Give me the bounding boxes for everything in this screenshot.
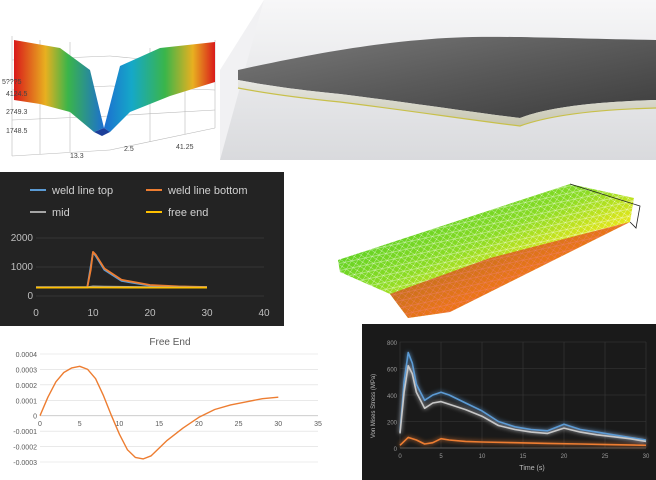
render-cutout	[220, 0, 264, 70]
x-tick-label: 5	[439, 454, 443, 460]
x-tick-3: 41.25	[176, 144, 194, 151]
mesh-outline	[569, 183, 641, 229]
stress-ticks: 800 600 400 200 00 5 10 15 20 25 30	[387, 341, 650, 460]
x-axis-label: Time (s)	[519, 465, 544, 472]
x-tick-label: 10	[87, 308, 99, 319]
surface-plot-svg: 5???5 4124.5 2749.3 1748.5 13.3 2.5 41.2…	[2, 36, 216, 160]
y-tick-label: 0	[27, 291, 33, 302]
free-grid	[40, 353, 318, 463]
y-tick-label: -0.0003	[13, 460, 37, 467]
z-tick-4: 1748.5	[6, 128, 28, 135]
legend-label: weld line top	[51, 185, 113, 197]
z-tick-3: 2749.3	[6, 109, 28, 116]
x-tick-label: 5	[78, 421, 82, 428]
y-tick-label: 0.0004	[16, 352, 38, 359]
plate-top-surface	[238, 36, 656, 118]
series-line-3	[399, 436, 647, 447]
x-tick-label: 0	[38, 421, 42, 428]
y-tick-label: -0.0001	[13, 429, 37, 436]
surface-plot: 5???5 4124.5 2749.3 1748.5 13.3 2.5 41.2…	[0, 0, 232, 160]
series-line-1	[36, 251, 208, 289]
x-tick-label: 35	[314, 421, 322, 428]
surface-right-slope	[104, 42, 215, 132]
x-tick-2: 2.5	[124, 146, 134, 153]
legend-label: mid	[52, 207, 70, 219]
x-tick-label: 0	[398, 454, 402, 460]
y-tick-label: 600	[387, 368, 398, 374]
mesh-red-zone	[390, 222, 630, 318]
y-tick-label: 400	[387, 394, 398, 400]
x-tick-label: 30	[643, 454, 650, 460]
free-end-chart-svg: Free End 0.00040.00030.00020.00010-0.000…	[13, 337, 322, 467]
weld-legend: weld line top weld line bottom mid free end	[30, 185, 248, 219]
z-tick-1: 5???5	[2, 79, 22, 86]
weld-chart-svg: weld line top weld line bottom mid free end…	[11, 185, 270, 319]
stress-lines	[399, 351, 647, 447]
weld-ticks: 0 1000 2000 0 10 20 30 40	[11, 233, 270, 319]
plate-render	[220, 0, 656, 160]
free-end-chart: Free End 0.0004 0.0003 0.0002 0.0001 0 -0.000…	[0, 330, 340, 480]
series-line-1	[39, 365, 279, 460]
stress-chart-svg: 800 600 400 200 00 5 10 15 20 25 30 Time (s) Von M…	[371, 341, 650, 472]
plate-side	[238, 80, 656, 126]
weld-grid	[36, 237, 264, 297]
stress-grid	[399, 341, 647, 449]
mesh-render-svg	[338, 183, 641, 318]
x-tick-label: 25	[602, 454, 609, 460]
stress-chart: 800 600 400 200 0 0 5 10 15 20 25 30 Time (s) Von M…	[362, 324, 656, 480]
y-tick-label: 0.0001	[16, 398, 38, 405]
x-tick-label: 20	[195, 421, 203, 428]
x-tick-label: 20	[144, 308, 156, 319]
chart-title: Free End	[149, 337, 190, 348]
x-tick-label: 10	[479, 454, 486, 460]
y-tick-label: 2000	[11, 233, 34, 244]
y-axis-label: Von Mises Stress (MPa)	[371, 374, 377, 438]
series-line-2	[36, 251, 208, 289]
x-tick-label: 20	[561, 454, 568, 460]
y-tick-label: 1000	[11, 262, 34, 273]
y-tick-label: 800	[387, 341, 398, 347]
x-tick-label: 30	[201, 308, 213, 319]
free-ticks: 0.00040.00030.00020.00010-0.0001-0.0002-…	[13, 352, 322, 467]
x-tick-label: 40	[258, 308, 270, 319]
x-tick-label: 25	[235, 421, 243, 428]
x-tick-label: 10	[116, 421, 124, 428]
x-tick-label: 15	[155, 421, 163, 428]
y-tick-label: 0	[394, 447, 398, 453]
y-tick-label: -0.0002	[13, 445, 37, 452]
x-tick-label: 30	[274, 421, 282, 428]
mesh-render	[330, 176, 656, 326]
y-tick-label: 0.0003	[16, 367, 38, 374]
surface-left-slope	[14, 40, 104, 132]
y-tick-label: 0.0002	[16, 383, 38, 390]
series-line-2	[399, 365, 647, 443]
weld-line-chart: weld line top weld line bottom mid free end…	[0, 172, 284, 326]
x-tick-label: 15	[520, 454, 527, 460]
z-tick-2: 4124.5	[6, 91, 28, 98]
weld-lines	[35, 251, 208, 289]
mesh-wireframe	[338, 184, 634, 318]
plate-render-svg	[220, 0, 656, 160]
x-tick-label: 0	[33, 308, 39, 319]
y-tick-label: 0	[33, 414, 37, 421]
legend-label: free end	[168, 207, 208, 219]
surface-valley	[94, 128, 110, 136]
series-line-1	[399, 351, 647, 441]
free-lines	[39, 365, 279, 460]
x-tick-1: 13.3	[70, 153, 84, 160]
y-tick-label: 200	[387, 421, 398, 427]
legend-label: weld line bottom	[167, 185, 248, 197]
weld-line	[237, 87, 656, 127]
